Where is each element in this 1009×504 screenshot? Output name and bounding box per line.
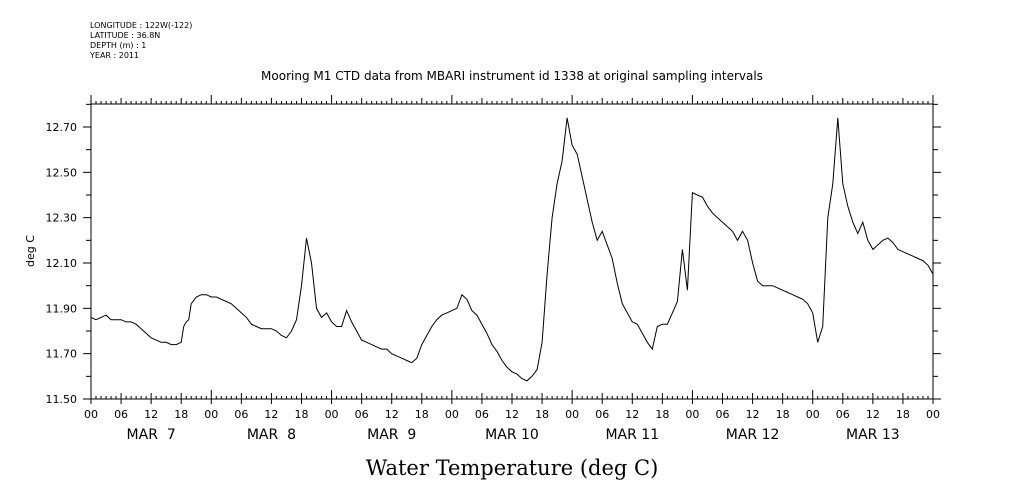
x-tick-label: 12 [746, 408, 760, 421]
latitude-label: LATITUDE : 36.8N [90, 31, 161, 40]
x-tick-label: 00 [565, 408, 579, 421]
x-tick-label: 06 [475, 408, 489, 421]
y-tick-label: 11.70 [46, 348, 78, 361]
x-tick-label: 12 [264, 408, 278, 421]
x-day-label: MAR 11 [605, 427, 659, 443]
y-tick-label: 12.70 [46, 121, 78, 134]
metadata-block: LONGITUDE : 122W(-122) LATITUDE : 36.8N … [90, 21, 192, 61]
x-day-label: MAR 13 [846, 427, 900, 443]
x-tick-label: 18 [174, 408, 188, 421]
x-tick-label: 18 [535, 408, 549, 421]
year-label: YEAR : 2011 [90, 51, 140, 60]
x-tick-label: 00 [84, 408, 98, 421]
chart-title: Mooring M1 CTD data from MBARI instrumen… [261, 69, 763, 83]
x-day-label: MAR 7 [127, 427, 176, 443]
x-tick-label: 06 [114, 408, 128, 421]
x-day-label: MAR 9 [367, 427, 416, 443]
x-tick-label: 12 [144, 408, 158, 421]
x-day-labels: MAR 7 MAR 8 MAR 9 MAR 10 MAR 11 MAR 12 MAR 13 [127, 427, 900, 443]
x-tick-label: 12 [625, 408, 639, 421]
y-tick-label: 12.10 [46, 257, 78, 270]
x-tick-label: 18 [896, 408, 910, 421]
longitude-label: LONGITUDE : 122W(-122) [90, 21, 193, 30]
x-tick-label: 18 [295, 408, 309, 421]
y-tick-label: 12.50 [46, 166, 78, 179]
depth-label: DEPTH (m) : 1 [90, 41, 147, 50]
x-tick-label: 18 [415, 408, 429, 421]
x-tick-label: 00 [325, 408, 339, 421]
x-tick-label: 12 [866, 408, 880, 421]
x-day-label: MAR 8 [247, 427, 296, 443]
x-tick-label: 00 [685, 408, 699, 421]
plot-frame [90, 103, 934, 400]
x-tick-label: 12 [505, 408, 519, 421]
y-tick-labels: 11.50 11.70 11.90 12.10 12.30 12.50 12.70 [46, 121, 78, 406]
x-tick-labels: 00 06 12 18 00 06 12 18 00 06 12 18 00 06 12 18 00 06 12 18… [84, 408, 940, 421]
axis-ticks [83, 95, 941, 404]
x-tick-label: 06 [234, 408, 248, 421]
series-line-water-temperature [90, 117, 934, 382]
y-tick-label: 12.30 [46, 212, 78, 225]
x-axis-label: Water Temperature (deg C) [366, 456, 659, 480]
y-tick-label: 11.90 [46, 302, 78, 315]
x-tick-label: 00 [204, 408, 218, 421]
x-tick-label: 00 [806, 408, 820, 421]
y-axis-label: deg C [24, 235, 37, 267]
x-day-label: MAR 12 [726, 427, 780, 443]
x-tick-label: 00 [926, 408, 940, 421]
x-tick-label: 06 [836, 408, 850, 421]
x-tick-label: 18 [776, 408, 790, 421]
x-day-label: MAR 10 [485, 427, 539, 443]
x-tick-label: 00 [445, 408, 459, 421]
x-tick-label: 06 [595, 408, 609, 421]
x-tick-label: 06 [716, 408, 730, 421]
x-tick-label: 12 [385, 408, 399, 421]
x-tick-label: 06 [355, 408, 369, 421]
y-tick-label: 11.50 [46, 393, 78, 406]
x-tick-label: 18 [655, 408, 669, 421]
